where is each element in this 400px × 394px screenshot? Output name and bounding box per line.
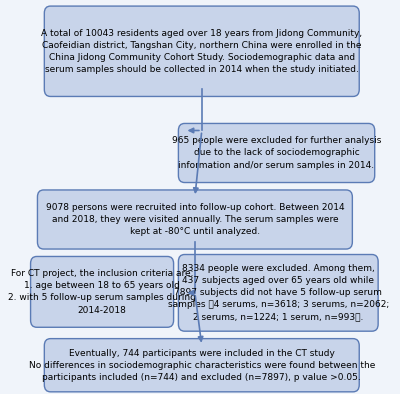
FancyBboxPatch shape	[38, 190, 352, 249]
FancyBboxPatch shape	[44, 6, 359, 97]
Text: 9078 persons were recruited into follow-up cohort. Between 2014
and 2018, they w: 9078 persons were recruited into follow-…	[46, 203, 344, 236]
Text: 8334 people were excluded. Among them,
437 subjects aged over 65 years old while: 8334 people were excluded. Among them, 4…	[168, 264, 389, 322]
FancyBboxPatch shape	[30, 256, 174, 327]
Text: 965 people were excluded for further analysis
due to the lack of sociodemographi: 965 people were excluded for further ana…	[172, 136, 381, 170]
FancyBboxPatch shape	[178, 255, 378, 331]
FancyBboxPatch shape	[44, 338, 359, 392]
Text: For CT project, the inclusion criteria are:
1. age between 18 to 65 years old
2.: For CT project, the inclusion criteria a…	[8, 269, 196, 314]
Text: Eventually, 744 participants were included in the CT study
No differences in soc: Eventually, 744 participants were includ…	[28, 349, 375, 382]
FancyBboxPatch shape	[178, 123, 375, 182]
Text: A total of 10043 residents aged over 18 years from Jidong Community,
Caofeidian : A total of 10043 residents aged over 18 …	[41, 28, 362, 74]
